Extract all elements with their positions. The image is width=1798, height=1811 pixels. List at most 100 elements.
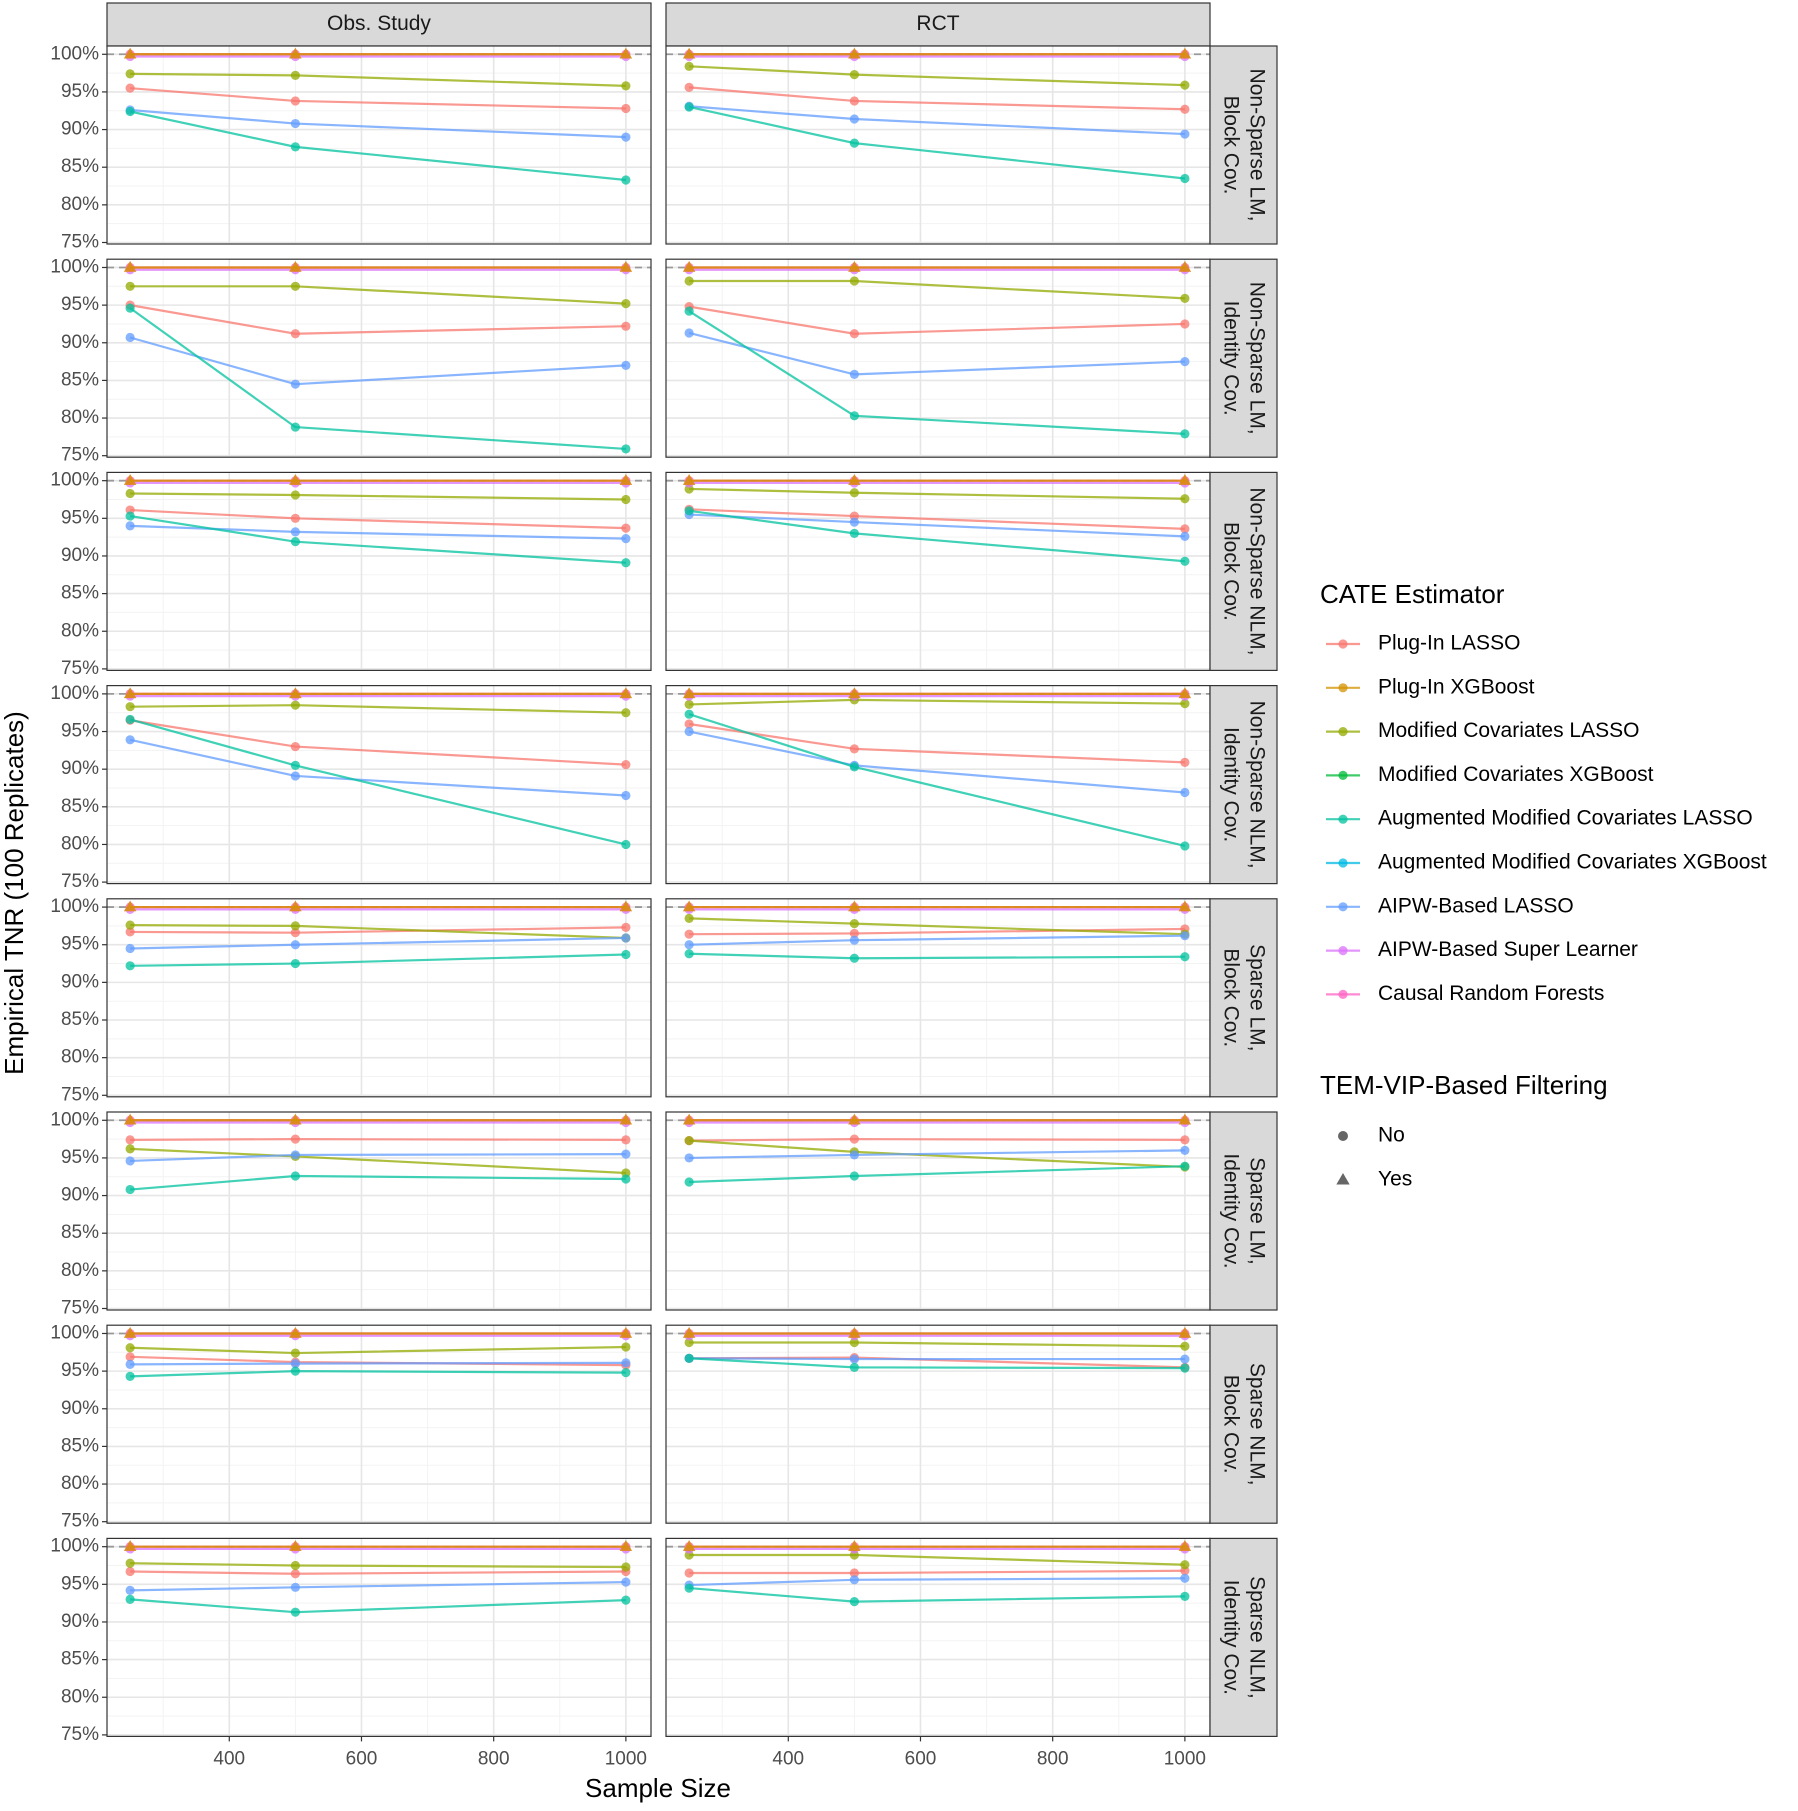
point: [621, 1174, 631, 1184]
panel-background: [107, 46, 651, 244]
point-triangle: [619, 47, 633, 59]
point-triangle: [848, 900, 861, 912]
point: [849, 1575, 859, 1585]
panel-background: [107, 1538, 651, 1737]
point: [621, 1368, 631, 1378]
point-triangle: [289, 900, 302, 912]
y-tick-label: 75%: [61, 1084, 99, 1105]
point: [125, 1156, 135, 1166]
point: [125, 1558, 135, 1568]
legend-key-point: [1338, 770, 1348, 781]
y-tick-label: 85%: [61, 156, 99, 177]
point: [125, 1343, 135, 1353]
point: [290, 513, 300, 523]
point: [125, 961, 135, 971]
point: [684, 1337, 694, 1348]
point: [849, 1171, 859, 1181]
row-strip-label: Identity Cov.: [1219, 727, 1242, 842]
point: [290, 1348, 300, 1358]
point-triangle: [619, 900, 633, 912]
point: [621, 1358, 631, 1368]
legend-key-point: [1338, 683, 1348, 693]
point: [1180, 787, 1190, 798]
point-triangle: [682, 687, 696, 699]
legend-label: AIPW-Based Super Learner: [1378, 938, 1638, 961]
legend-key-point: [1338, 814, 1348, 824]
series-line: [689, 1357, 1185, 1361]
point: [621, 81, 631, 91]
point-triangle: [1178, 900, 1192, 912]
legend-key-point: [1338, 858, 1348, 868]
y-tick-label: 85%: [61, 1435, 99, 1456]
panel-border: [106, 684, 652, 885]
point: [125, 521, 135, 531]
point-triangle: [848, 47, 861, 59]
point: [849, 276, 859, 286]
point: [684, 102, 694, 112]
y-tick-label: 100%: [50, 1109, 99, 1130]
legend-label: Plug-In LASSO: [1378, 632, 1520, 655]
point: [621, 523, 631, 533]
point-triangle: [848, 1113, 861, 1125]
point: [290, 329, 300, 339]
point: [290, 537, 300, 547]
series-line: [689, 1137, 1185, 1142]
panel-border: [106, 1537, 652, 1738]
point: [290, 1607, 300, 1617]
point: [125, 702, 135, 712]
point-triangle: [123, 260, 137, 272]
y-axis-title: Empirical TNR (100 Replicates): [0, 711, 29, 1075]
point: [290, 940, 300, 950]
point: [1180, 104, 1190, 114]
point: [621, 444, 631, 454]
point: [684, 1136, 694, 1146]
point: [290, 928, 300, 938]
point: [290, 490, 300, 500]
point-triangle: [848, 1540, 861, 1551]
row-strip-label: Block Cov.: [1219, 522, 1242, 621]
panel-border: [106, 258, 652, 458]
point: [125, 1184, 135, 1195]
point-triangle: [1178, 1113, 1192, 1125]
point: [684, 506, 694, 516]
point: [849, 517, 859, 527]
point: [849, 1597, 859, 1607]
point: [1180, 129, 1190, 139]
point: [849, 488, 859, 498]
x-tick-label: 600: [346, 1748, 378, 1769]
point: [621, 558, 631, 568]
panel-border: [106, 1111, 652, 1311]
series-line: [130, 1137, 626, 1141]
row-strip: [1209, 684, 1278, 885]
point: [125, 714, 135, 725]
point: [849, 762, 859, 772]
point: [684, 949, 694, 959]
point: [849, 528, 859, 538]
point-triangle: [123, 687, 137, 699]
point-triangle: [848, 260, 861, 272]
point: [684, 709, 694, 719]
point-triangle: [848, 474, 861, 485]
panel-border: [106, 45, 652, 245]
y-tick-label: 85%: [61, 1649, 99, 1670]
point-triangle: [1178, 260, 1192, 272]
legend-key-point: [1338, 946, 1348, 956]
row-strip-label: Sparse NLM,: [1245, 1363, 1268, 1486]
point: [684, 306, 694, 316]
legend-label: Yes: [1378, 1168, 1412, 1191]
point: [621, 708, 631, 718]
y-tick-label: 80%: [61, 1047, 99, 1068]
y-tick-label: 80%: [61, 620, 99, 641]
point: [125, 281, 135, 291]
point-triangle: [619, 1113, 633, 1125]
panel-background: [666, 259, 1210, 458]
panel-background: [666, 898, 1210, 1097]
point: [1180, 556, 1190, 566]
y-tick-label: 100%: [50, 1322, 99, 1343]
y-tick-label: 100%: [50, 1536, 99, 1557]
row-strip-label: Non-Sparse LM,: [1245, 282, 1268, 435]
point: [1180, 173, 1190, 184]
point: [684, 1568, 694, 1578]
point-triangle: [289, 47, 302, 59]
point: [621, 1342, 631, 1352]
